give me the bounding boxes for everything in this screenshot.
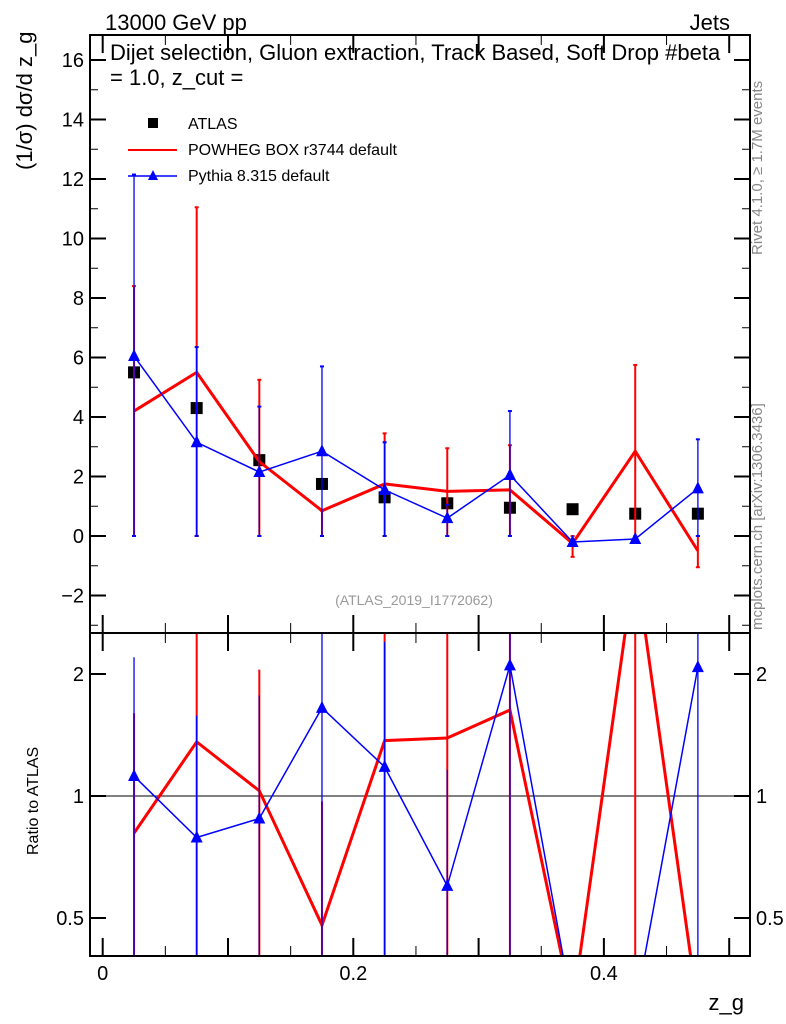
ratio-y-tick-label-right: 2 [756, 664, 767, 686]
y-tick-label: 4 [73, 407, 84, 429]
legend: ATLAS POWHEG BOX r3744 default Pythia 8.… [128, 116, 398, 185]
y-tick-label: 8 [73, 288, 84, 310]
top-right-label: Jets [690, 10, 730, 35]
mcplots-label: mcplots.cern.ch [arXiv:1306.3436] [749, 403, 766, 630]
legend-label-pythia: Pythia 8.315 default [188, 168, 330, 185]
ratio-y-tick-label-right: 0.5 [756, 908, 784, 930]
ratio-y-tick-label-right: 1 [756, 786, 767, 808]
main-plot-marks [128, 173, 704, 569]
pythia-data-point [629, 531, 642, 544]
pythia-line [133, 355, 699, 543]
y-axis-label: (1/σ) dσ/d z_g [12, 32, 37, 170]
pythia-ratio-point [378, 759, 391, 772]
pythia-data-point [441, 511, 454, 524]
pythia-ratio-point [567, 1001, 579, 1013]
powheg-ratio-line [132, 633, 693, 956]
legend-label-powheg: POWHEG BOX r3744 default [188, 142, 398, 159]
y-tick-label: 12 [62, 169, 84, 191]
legend-label-atlas: ATLAS [188, 116, 238, 133]
pythia-ratio-point [441, 878, 454, 891]
atlas-data-point [566, 503, 579, 516]
x-tick-label: 0.4 [590, 963, 618, 985]
chart-title: Dijet selection, Gluon extraction, Track… [110, 40, 721, 90]
ratio-y-tick-label: 1 [73, 786, 84, 808]
pythia-ratio-point [128, 769, 141, 782]
y-tick-label: 14 [62, 110, 84, 132]
y-tick-label: 2 [73, 467, 84, 489]
pythia-data-point [378, 482, 391, 495]
pythia-ratio-point [691, 660, 704, 673]
y-tick-label: −2 [61, 586, 84, 608]
x-tick-label: 0.2 [339, 963, 367, 985]
pythia-data-point [128, 349, 141, 362]
y-tick-label: 6 [73, 348, 84, 370]
pythia-data-point [253, 465, 266, 478]
ratio-plot-frame [89, 632, 751, 957]
chart-title-box: Dijet selection, Gluon extraction, Track… [110, 40, 721, 90]
pythia-ratio-point [315, 700, 328, 713]
y-tick-label: 10 [62, 229, 84, 251]
pythia-ratio-point [503, 658, 516, 671]
pythia-data-point [315, 444, 328, 457]
y-tick-label: 16 [62, 50, 84, 72]
y-tick-label: 0 [73, 526, 84, 548]
legend-marker-atlas [148, 118, 158, 128]
powheg-line [133, 370, 700, 552]
ratio-y-axis-label: Ratio to ATLAS [25, 747, 42, 855]
ratio-plot-marks [90, 633, 750, 1013]
watermark: (ATLAS_2019_I1772062) [335, 592, 493, 608]
x-axis-label: z_g [709, 990, 744, 1015]
x-tick-label: 0 [97, 963, 108, 985]
pythia-data-point [566, 534, 579, 547]
top-left-label: 13000 GeV pp [105, 10, 247, 35]
ratio-y-tick-label: 2 [73, 664, 84, 686]
pythia-ratio-point [629, 1001, 641, 1013]
pythia-data-point [503, 468, 516, 481]
pythia-data-point [691, 481, 704, 494]
legend-marker-pythia [148, 170, 158, 180]
pythia-ratio-line [133, 665, 699, 956]
pythia-data-point [190, 435, 203, 448]
pythia-ratio-point [190, 830, 203, 843]
pythia-ratio-point [253, 811, 266, 824]
rivet-label: Rivet 4.1.0, ≥ 1.7M events [749, 81, 766, 255]
ratio-y-tick-label: 0.5 [56, 908, 84, 930]
